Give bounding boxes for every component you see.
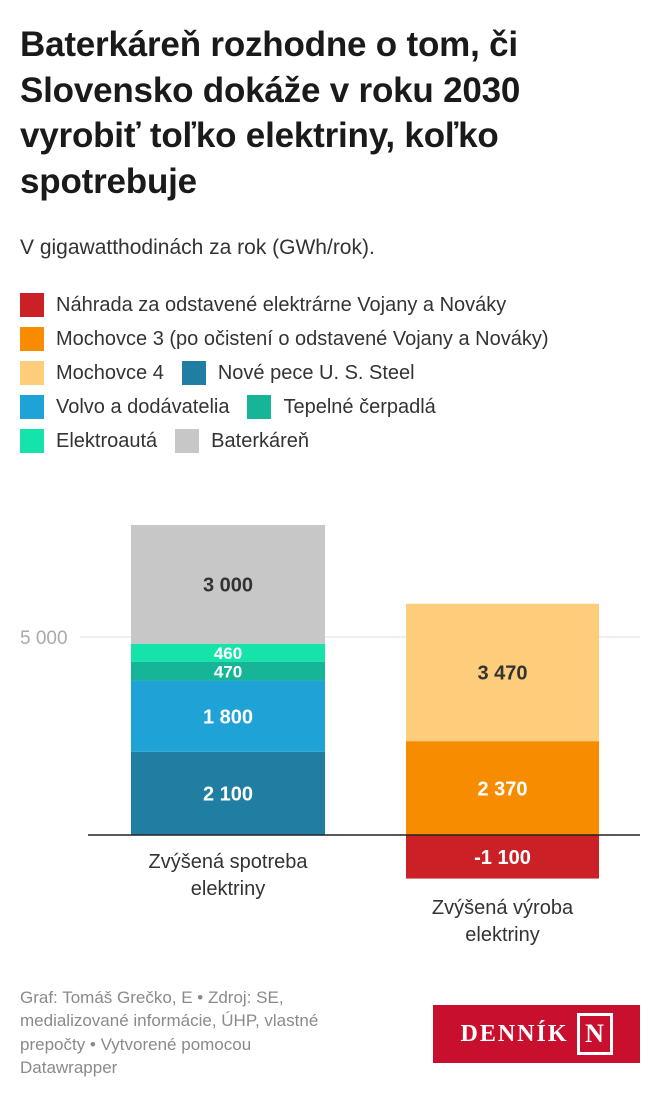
logo-text: DENNÍK — [460, 1020, 569, 1047]
legend-swatch — [247, 395, 272, 419]
legend-row: Volvo a dodávatelia Tepelné čerpadlá — [20, 390, 650, 424]
legend-swatch — [20, 327, 44, 351]
legend-label: Elektroautá — [56, 429, 158, 452]
legend-label: Baterkáreň — [211, 429, 310, 452]
bar-segment — [131, 661, 325, 681]
legend-row: Náhrada za odstavené elektrárne Vojany a… — [20, 288, 650, 322]
legend-row: Elektroautá Baterkáreň — [20, 424, 650, 458]
source-credit-line: Graf: Tomáš Grečko, E • Zdroj: SE, — [20, 988, 284, 1007]
bar-value-label: 3 470 — [477, 663, 527, 685]
legend-label: Tepelné čerpadlá — [283, 395, 436, 418]
legend-swatch — [20, 395, 44, 419]
bar-value-label: 470 — [214, 662, 242, 681]
bar-segment — [406, 741, 599, 835]
legend-label: Mochovce 4 — [56, 361, 164, 384]
legend-item-volvo: Volvo a dodávatelia — [20, 395, 229, 419]
legend-label: Mochovce 3 (po očistení o odstavené Voja… — [56, 327, 549, 350]
category-label: elektriny — [191, 878, 265, 900]
legend-item-us-steel: Nové pece U. S. Steel — [181, 361, 415, 385]
dennik-n-logo: DENNÍK N — [433, 1005, 640, 1063]
legend-label: Nové pece U. S. Steel — [217, 361, 415, 384]
legend-swatch — [175, 429, 200, 453]
source-credit: Graf: Tomáš Grečko, E • Zdroj: SE, media… — [20, 986, 410, 1080]
category-label: Zvýšená výroba — [432, 897, 574, 919]
bar-segment — [131, 524, 325, 644]
bar-value-label: -1 100 — [474, 847, 531, 869]
bar-value-label: 460 — [214, 644, 242, 663]
bar-segment — [131, 680, 325, 752]
bar-value-label: 3 000 — [203, 575, 253, 597]
legend-item-heat-pumps: Tepelné čerpadlá — [247, 395, 436, 419]
chart-title: Baterkáreň rozhodne o tom, či Slovensko … — [20, 25, 521, 201]
legend-swatch — [181, 361, 206, 385]
logo-mark: N — [576, 1013, 613, 1055]
bar-segment — [406, 603, 599, 742]
source-credit-line: Datawrapper — [20, 1058, 118, 1078]
legend: Náhrada za odstavené elektrárne Vojany a… — [20, 288, 650, 458]
legend-swatch — [20, 361, 44, 385]
y-tick-label: 5 000 — [20, 628, 68, 649]
legend-swatch — [20, 293, 44, 317]
bar-segment — [131, 643, 325, 662]
chart-subtitle: V gigawatthodinách za rok (GWh/rok). — [20, 236, 375, 259]
legend-swatch — [20, 429, 44, 453]
legend-item-electric-cars: Elektroautá — [20, 429, 157, 453]
bar-value-label: 2 370 — [477, 778, 527, 800]
legend-item-mochovce-4: Mochovce 4 — [20, 361, 164, 385]
legend-label: Volvo a dodávatelia — [56, 395, 230, 418]
source-credit-line: medializované informácie, ÚHP, vlastné — [20, 1011, 319, 1031]
legend-item-vojany-novaky: Náhrada za odstavené elektrárne Vojany a… — [20, 293, 506, 317]
legend-item-battery-factory: Baterkáreň — [175, 429, 309, 453]
bar-value-label: 1 800 — [203, 706, 253, 728]
legend-label: Náhrada za odstavené elektrárne Vojany a… — [56, 293, 507, 316]
category-label: elektriny — [465, 924, 539, 946]
bar-segment — [131, 751, 325, 835]
source-credit-line: prepočty • Vytvorené pomocou — [20, 1034, 252, 1054]
category-label: Zvýšená spotreba — [149, 851, 309, 873]
bar-value-label: 2 100 — [203, 784, 253, 806]
legend-item-mochovce-3: Mochovce 3 (po očistení o odstavené Voja… — [20, 327, 549, 351]
legend-row: Mochovce 4 Nové pece U. S. Steel — [20, 356, 650, 390]
bar-segment — [406, 835, 599, 879]
legend-row: Mochovce 3 (po očistení o odstavené Voja… — [20, 322, 650, 356]
